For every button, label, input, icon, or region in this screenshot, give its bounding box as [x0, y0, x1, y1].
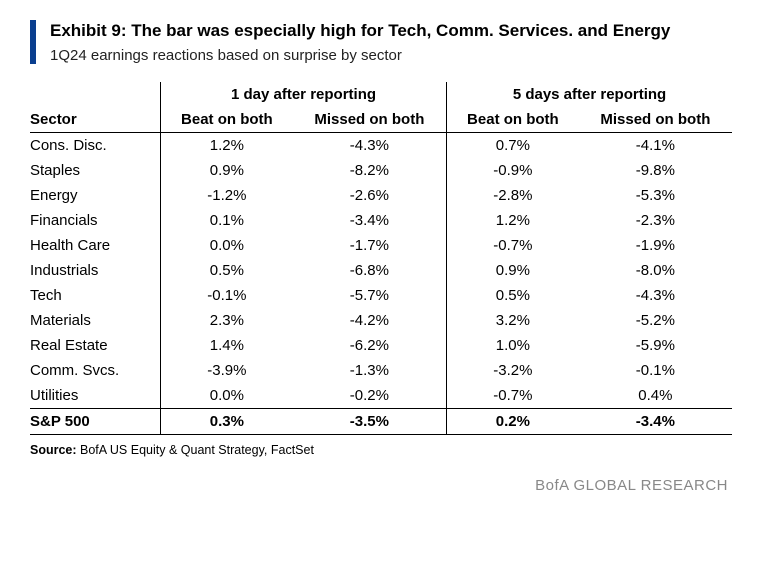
d5-beat-cell: -3.2%: [447, 358, 579, 383]
d1-miss-cell: -6.2%: [293, 333, 447, 358]
total-row: S&P 5000.3%-3.5%0.2%-3.4%: [30, 408, 732, 434]
d1-beat-cell: -1.2%: [161, 183, 293, 208]
d5-miss-cell: -4.3%: [579, 283, 732, 308]
d5-miss-cell: 0.4%: [579, 383, 732, 409]
d5-miss-cell: -1.9%: [579, 233, 732, 258]
d5-beat-cell: 1.2%: [447, 208, 579, 233]
d5-miss-header: Missed on both: [579, 107, 732, 133]
d1-beat-cell: 1.4%: [161, 333, 293, 358]
d1-beat-cell: 1.2%: [161, 132, 293, 158]
sector-cell: Tech: [30, 283, 161, 308]
d5-beat-cell: 1.0%: [447, 333, 579, 358]
d1-beat-cell: 0.3%: [161, 408, 293, 434]
sector-header: Sector: [30, 107, 161, 133]
d1-miss-header: Missed on both: [293, 107, 447, 133]
title-block: Exhibit 9: The bar was especially high f…: [30, 20, 732, 64]
sector-cell: Financials: [30, 208, 161, 233]
d1-miss-cell: -0.2%: [293, 383, 447, 409]
sector-cell: Health Care: [30, 233, 161, 258]
d5-miss-cell: -5.2%: [579, 308, 732, 333]
d5-beat-cell: 3.2%: [447, 308, 579, 333]
group-header-row: 1 day after reporting 5 days after repor…: [30, 82, 732, 107]
d1-beat-cell: 2.3%: [161, 308, 293, 333]
table-row: Financials0.1%-3.4%1.2%-2.3%: [30, 208, 732, 233]
table-row: Health Care0.0%-1.7%-0.7%-1.9%: [30, 233, 732, 258]
d1-miss-cell: -8.2%: [293, 158, 447, 183]
d1-miss-cell: -5.7%: [293, 283, 447, 308]
d1-beat-cell: 0.0%: [161, 383, 293, 409]
d5-beat-header: Beat on both: [447, 107, 579, 133]
d5-beat-cell: 0.2%: [447, 408, 579, 434]
d5-beat-cell: 0.7%: [447, 132, 579, 158]
d5-miss-cell: -3.4%: [579, 408, 732, 434]
d1-miss-cell: -4.3%: [293, 132, 447, 158]
sector-cell: Utilities: [30, 383, 161, 409]
d5-miss-cell: -2.3%: [579, 208, 732, 233]
exhibit-container: Exhibit 9: The bar was especially high f…: [0, 0, 762, 514]
source-line: Source: BofA US Equity & Quant Strategy,…: [30, 443, 732, 457]
d5-miss-cell: -9.8%: [579, 158, 732, 183]
d5-miss-cell: -8.0%: [579, 258, 732, 283]
d5-beat-cell: -0.9%: [447, 158, 579, 183]
table-row: Energy-1.2%-2.6%-2.8%-5.3%: [30, 183, 732, 208]
d5-miss-cell: -5.9%: [579, 333, 732, 358]
d1-beat-cell: 0.1%: [161, 208, 293, 233]
table-row: Utilities0.0%-0.2%-0.7%0.4%: [30, 383, 732, 409]
table-row: Industrials0.5%-6.8%0.9%-8.0%: [30, 258, 732, 283]
table-row: Real Estate1.4%-6.2%1.0%-5.9%: [30, 333, 732, 358]
exhibit-subtitle: 1Q24 earnings reactions based on surpris…: [50, 47, 732, 64]
d1-miss-cell: -1.7%: [293, 233, 447, 258]
d1-beat-cell: -0.1%: [161, 283, 293, 308]
source-label: Source:: [30, 443, 77, 457]
table-row: Materials2.3%-4.2%3.2%-5.2%: [30, 308, 732, 333]
table-row: Staples0.9%-8.2%-0.9%-9.8%: [30, 158, 732, 183]
exhibit-title: Exhibit 9: The bar was especially high f…: [50, 20, 732, 43]
d5-miss-cell: -5.3%: [579, 183, 732, 208]
sector-cell: Real Estate: [30, 333, 161, 358]
d5-miss-cell: -0.1%: [579, 358, 732, 383]
group2-header: 5 days after reporting: [447, 82, 732, 107]
table-row: Cons. Disc.1.2%-4.3%0.7%-4.1%: [30, 132, 732, 158]
d1-miss-cell: -6.8%: [293, 258, 447, 283]
sector-cell: Cons. Disc.: [30, 132, 161, 158]
d5-beat-cell: -0.7%: [447, 233, 579, 258]
d1-miss-cell: -2.6%: [293, 183, 447, 208]
column-header-row: Sector Beat on both Missed on both Beat …: [30, 107, 732, 133]
sector-cell: Industrials: [30, 258, 161, 283]
d5-miss-cell: -4.1%: [579, 132, 732, 158]
d1-beat-cell: 0.9%: [161, 158, 293, 183]
d5-beat-cell: -0.7%: [447, 383, 579, 409]
d5-beat-cell: 0.5%: [447, 283, 579, 308]
d1-beat-header: Beat on both: [161, 107, 293, 133]
d5-beat-cell: -2.8%: [447, 183, 579, 208]
d1-miss-cell: -3.5%: [293, 408, 447, 434]
table-row: Tech-0.1%-5.7%0.5%-4.3%: [30, 283, 732, 308]
sector-cell: Materials: [30, 308, 161, 333]
earnings-table: 1 day after reporting 5 days after repor…: [30, 82, 732, 435]
sector-cell: S&P 500: [30, 408, 161, 434]
sector-cell: Comm. Svcs.: [30, 358, 161, 383]
source-text: BofA US Equity & Quant Strategy, FactSet: [77, 443, 314, 457]
footer-brand: BofA GLOBAL RESEARCH: [30, 477, 732, 494]
d1-beat-cell: 0.5%: [161, 258, 293, 283]
d1-miss-cell: -3.4%: [293, 208, 447, 233]
d1-miss-cell: -4.2%: [293, 308, 447, 333]
table-row: Comm. Svcs.-3.9%-1.3%-3.2%-0.1%: [30, 358, 732, 383]
table-body: Cons. Disc.1.2%-4.3%0.7%-4.1%Staples0.9%…: [30, 132, 732, 434]
group1-header: 1 day after reporting: [161, 82, 447, 107]
d1-miss-cell: -1.3%: [293, 358, 447, 383]
sector-cell: Staples: [30, 158, 161, 183]
d1-beat-cell: -3.9%: [161, 358, 293, 383]
d5-beat-cell: 0.9%: [447, 258, 579, 283]
sector-cell: Energy: [30, 183, 161, 208]
d1-beat-cell: 0.0%: [161, 233, 293, 258]
